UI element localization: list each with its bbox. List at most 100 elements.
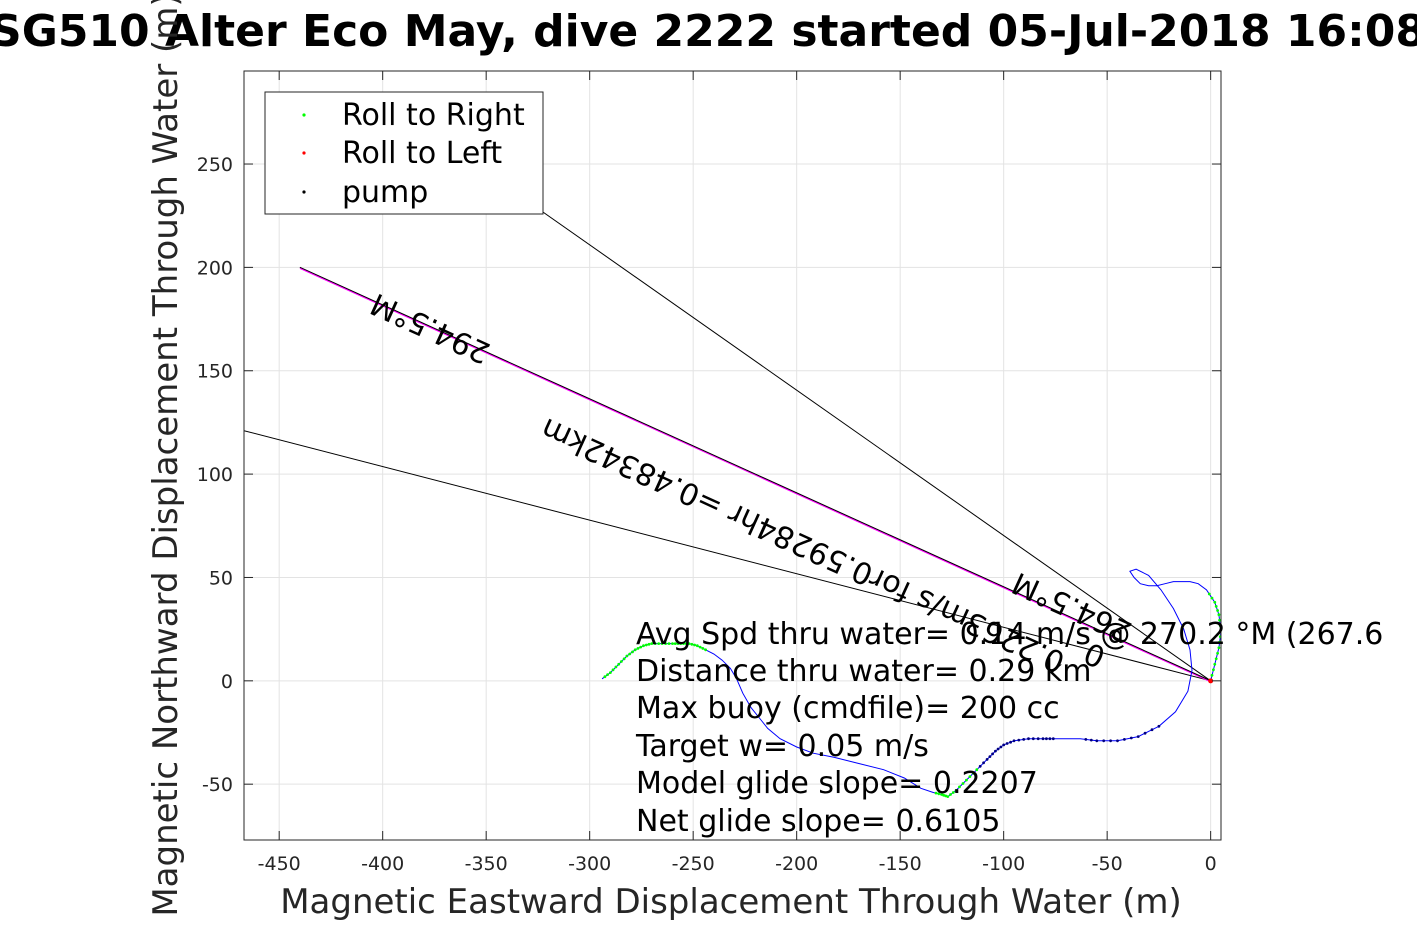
summary-model-glide: Model glide slope= 0.2207: [636, 766, 1038, 801]
pump-marker: [1116, 739, 1119, 743]
heading-line-lower: [244, 430, 1211, 682]
pump-marker: [1143, 731, 1147, 735]
y-tick-label: 250: [197, 154, 233, 176]
pump-marker: [1045, 737, 1048, 741]
pump-marker: [1041, 737, 1045, 741]
legend-marker-roll-right: [302, 113, 306, 117]
roll-right-marker: [671, 642, 674, 645]
pump-marker: [1005, 742, 1009, 745]
roll-right-marker: [954, 789, 958, 792]
roll-right-marker: [614, 665, 618, 669]
roll-right-marker: [611, 668, 615, 672]
summary-distance: Distance thru water= 0.29 km: [636, 654, 1091, 689]
roll-right-marker: [620, 660, 623, 663]
pump-marker: [1157, 724, 1161, 728]
roll-right-marker: [631, 650, 634, 654]
pump-marker: [1048, 737, 1052, 741]
roll-right-marker: [1214, 605, 1218, 608]
pump-marker: [1031, 737, 1035, 741]
current-line-magenta: [299, 267, 1211, 683]
roll-right-marker: [1218, 624, 1221, 628]
legend-label-roll-left: Roll to Left: [342, 136, 502, 171]
roll-right-marker: [695, 644, 699, 648]
pump-marker: [1084, 738, 1088, 741]
pump-marker: [1150, 728, 1154, 732]
roll-right-marker: [676, 642, 680, 645]
x-tick-label: -400: [361, 853, 404, 875]
roll-right-marker: [1213, 662, 1217, 666]
x-tick-label: -450: [258, 853, 301, 875]
roll-right-marker: [609, 671, 612, 674]
roll-right-marker: [622, 657, 626, 661]
y-tick-label: -50: [202, 774, 233, 796]
roll-right-marker: [617, 662, 621, 666]
roll-right-marker: [1212, 668, 1215, 672]
roll-right-marker: [606, 673, 609, 676]
roll-right-marker: [684, 642, 688, 645]
summary-target-w: Target w= 0.05 m/s: [635, 729, 929, 764]
data-layer: [244, 200, 1221, 798]
pump-marker: [999, 745, 1003, 749]
roll-right-marker: [1217, 646, 1221, 650]
roll-right-marker: [664, 642, 667, 645]
roll-right-marker: [951, 791, 955, 794]
roll-right-marker: [636, 647, 640, 650]
roll-right-marker: [704, 648, 707, 652]
y-tick-label: 0: [221, 671, 233, 693]
x-tick-label: -100: [982, 853, 1025, 875]
pump-marker: [1051, 737, 1055, 741]
roll-right-marker: [940, 793, 943, 796]
roll-right-marker: [690, 642, 694, 646]
roll-right-marker: [650, 642, 654, 645]
chart-title: SG510 Alter Eco May, dive 2222 started 0…: [0, 6, 1417, 57]
roll-right-marker: [657, 642, 661, 645]
x-tick-label: 0: [1205, 853, 1217, 875]
roll-right-marker: [642, 644, 645, 648]
roll-right-marker: [647, 642, 651, 646]
y-tick-label: 200: [197, 257, 233, 279]
roll-right-marker: [937, 792, 941, 796]
pump-marker: [1027, 737, 1030, 741]
roll-right-marker: [934, 791, 938, 795]
pump-marker: [1022, 738, 1026, 741]
legend-label-roll-right: Roll to Right: [342, 98, 525, 133]
roll-right-marker: [1216, 609, 1219, 612]
roll-right-marker: [1218, 618, 1221, 622]
roll-right-marker: [639, 645, 643, 649]
roll-right-marker: [701, 647, 705, 650]
x-tick-label: -50: [1092, 853, 1123, 875]
legend-marker-pump: [302, 190, 306, 194]
roll-right-marker: [1210, 596, 1214, 600]
roll-right-marker: [1207, 592, 1211, 596]
dive-summary: Avg Spd thru water= 0.14 m/s @ 270.2 °M …: [635, 617, 1383, 839]
plot-border: [243, 70, 1222, 841]
roll-right-marker: [965, 778, 968, 782]
roll-right-marker: [682, 642, 685, 645]
pump-marker: [985, 758, 989, 761]
pump-marker: [1017, 738, 1021, 742]
x-tick-label: -250: [672, 853, 715, 875]
pump-marker: [1009, 740, 1012, 744]
heading-line-upper: [527, 200, 1211, 682]
x-tick-label: -150: [879, 853, 922, 875]
pump-marker: [1123, 738, 1126, 741]
roll-right-marker: [968, 775, 972, 778]
roll-right-marker: [693, 643, 696, 647]
roll-right-marker: [644, 643, 648, 647]
legend-label-pump: pump: [342, 175, 428, 210]
roll-left-marker: [1208, 678, 1214, 684]
roll-right-marker: [1214, 657, 1218, 661]
pump-marker: [994, 749, 997, 753]
roll-right-marker: [660, 642, 664, 645]
x-tick-label: -200: [775, 853, 818, 875]
roll-right-marker: [958, 785, 961, 789]
roll-right-marker: [603, 675, 607, 679]
legend-box: [264, 91, 544, 215]
pump-marker: [1136, 735, 1140, 738]
roll-right-marker: [687, 642, 691, 645]
pump-marker: [1036, 737, 1040, 741]
summary-max-buoy: Max buoy (cmdfile)= 200 cc: [636, 691, 1060, 726]
roll-right-marker: [1218, 640, 1221, 644]
summary-avg-speed: Avg Spd thru water= 0.14 m/s @ 270.2 °M …: [636, 617, 1383, 652]
roll-right-marker: [673, 642, 677, 645]
